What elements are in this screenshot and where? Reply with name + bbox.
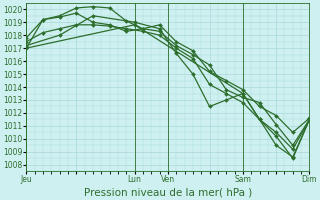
X-axis label: Pression niveau de la mer( hPa ): Pression niveau de la mer( hPa )	[84, 187, 252, 197]
